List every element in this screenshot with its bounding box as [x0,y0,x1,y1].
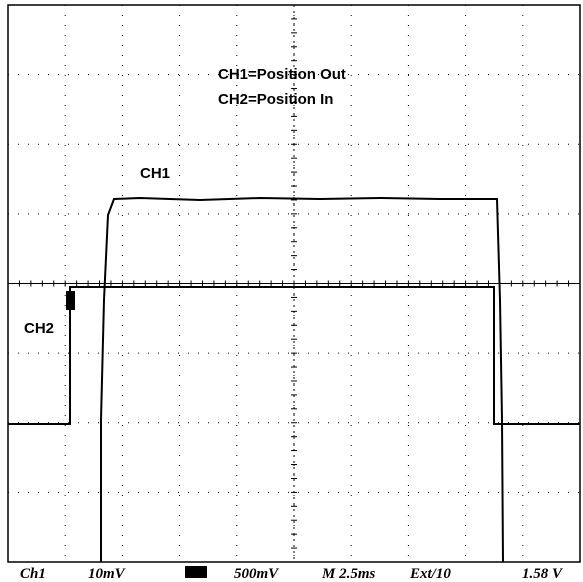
center-ticks [7,4,580,562]
ch2-icon [185,566,207,578]
status-ch2-scale: 500mV [234,566,280,582]
annotation: CH1=Position Out [218,66,346,83]
status-ch1-scale: 10mV [88,566,127,582]
status-trigger-source: Ext/10 [409,566,451,582]
status-channel: Ch1 [20,566,46,582]
trace-label: CH2 [24,320,54,337]
ch2-marker [66,291,75,310]
ch2-trace [8,286,580,425]
trace-label: CH1 [140,165,170,182]
status-trigger-level: 1.58 V [522,566,564,582]
ch1-trace [100,196,504,563]
status-timebase: M 2.5ms [321,566,376,582]
annotation: CH2=Position In [218,91,333,108]
